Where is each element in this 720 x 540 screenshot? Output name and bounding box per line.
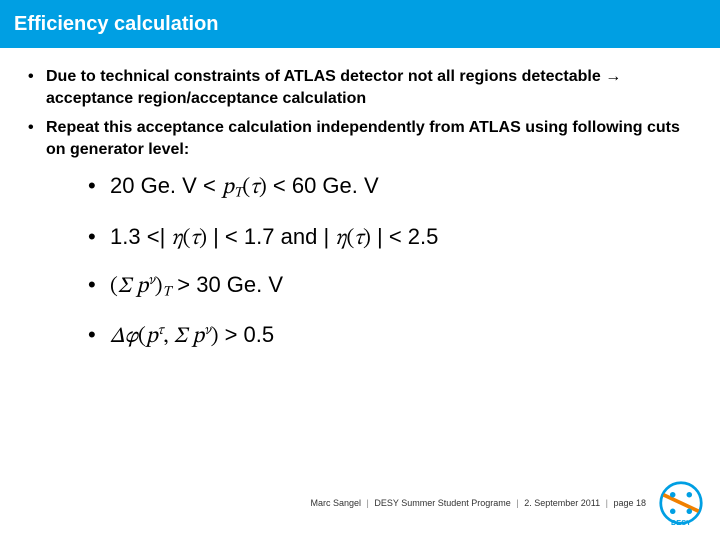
cut-text: >	[225, 322, 244, 347]
cut-item: 20 Ge. V < pT(τ) < 60 Ge. V	[88, 174, 700, 202]
slide-header: Efficiency calculation	[0, 0, 720, 48]
cut-math: Δφ(pτ, Σ pν)	[110, 326, 218, 348]
separator: |	[516, 498, 518, 508]
slide-footer: Marc Sangel | DESY Summer Student Progra…	[0, 480, 720, 526]
footer-program: DESY Summer Student Programe	[374, 498, 510, 508]
separator: |	[606, 498, 608, 508]
footer-page: page 18	[613, 498, 646, 508]
cut-text: <	[203, 173, 222, 198]
cut-item: Δφ(pτ, Σ pν) > 0.5	[88, 323, 700, 349]
cut-text: <	[273, 173, 292, 198]
cut-math: η(τ)	[171, 228, 207, 250]
footer-text: Marc Sangel | DESY Summer Student Progra…	[311, 498, 647, 508]
cut-text: 1.3	[110, 224, 141, 249]
cut-text: >	[177, 272, 196, 297]
cut-text: 60 Ge. V	[292, 173, 379, 198]
cut-item: (Σ pν)T > 30 Ge. V	[88, 273, 700, 301]
slide-title: Efficiency calculation	[14, 13, 219, 36]
cut-math: η(τ)	[335, 228, 371, 250]
cut-item: 1.3 <| η(τ) | < 1.7 and | η(τ) | < 2.5	[88, 225, 700, 251]
main-bullet-list: Due to technical constraints of ATLAS de…	[28, 66, 700, 160]
svg-text:DESY: DESY	[671, 518, 691, 526]
footer-date: 2. September 2011	[524, 498, 600, 508]
cut-text: 1.7	[244, 224, 275, 249]
cut-text: 30 Ge. V	[196, 272, 283, 297]
cut-text: |	[323, 224, 335, 249]
cuts-list: 20 Ge. V < pT(τ) < 60 Ge. V 1.3 <| η(τ) …	[88, 174, 700, 349]
cut-math: (Σ pν)T	[110, 276, 171, 298]
cut-text: | <	[377, 224, 408, 249]
cut-text: 2.5	[408, 224, 439, 249]
slide-content: Due to technical constraints of ATLAS de…	[0, 48, 720, 349]
cut-text: <|	[147, 224, 172, 249]
cut-math: pT(τ)	[222, 177, 267, 199]
cut-text: 20 Ge. V	[110, 173, 197, 198]
desy-logo-icon: DESY	[658, 480, 704, 526]
footer-author: Marc Sangel	[311, 498, 362, 508]
bullet-item: Repeat this acceptance calculation indep…	[28, 117, 700, 160]
cut-text: | <	[213, 224, 244, 249]
bullet-item: Due to technical constraints of ATLAS de…	[28, 66, 700, 109]
cut-text: and	[281, 224, 318, 249]
cut-text: 0.5	[244, 322, 275, 347]
separator: |	[367, 498, 369, 508]
